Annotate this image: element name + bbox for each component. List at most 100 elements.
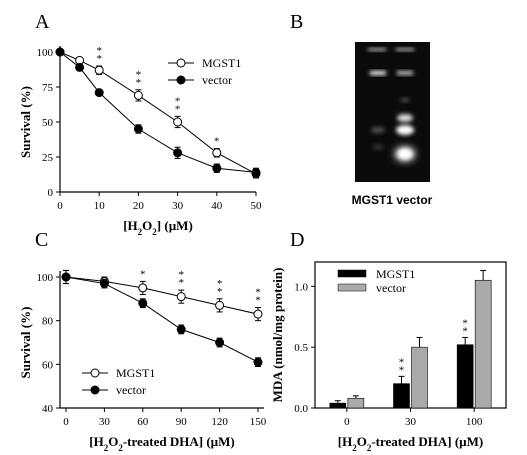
significance-marker: *: [175, 103, 181, 115]
x-tick-label: 120: [211, 416, 228, 428]
data-point: [75, 62, 85, 72]
gel-background: [355, 42, 430, 182]
data-point: [173, 117, 183, 127]
legend-label: MGST1: [202, 56, 241, 70]
y-axis-label: Survival (%): [18, 86, 33, 158]
legend: MGST1 vector: [168, 56, 241, 87]
panel-letter-a: A: [35, 11, 50, 33]
panel-letter-b: B: [290, 11, 303, 33]
x-tick-label: 0: [57, 200, 63, 212]
data-point: [94, 65, 104, 75]
series-mgst1: [61, 269, 263, 322]
y-tick-label: 100: [37, 47, 54, 59]
x-tick-label: 0: [344, 416, 350, 428]
significance-marker: *: [96, 45, 102, 57]
gel-well: [368, 48, 386, 51]
xlabel-part: 2: [104, 443, 109, 453]
data-point: [212, 163, 222, 173]
legend-label: MGST1: [376, 267, 415, 281]
legend-label: vector: [202, 73, 232, 87]
series-vector: [55, 47, 261, 178]
data-point: [138, 298, 148, 308]
xlabel-part: O: [142, 218, 152, 233]
data-point: [253, 357, 263, 367]
xlabel-part: ] (µM): [157, 218, 193, 233]
xlabel-part: [H: [89, 434, 103, 449]
x-tick-label: 0: [63, 416, 69, 428]
gel-caption: MGST1 vector: [352, 193, 433, 207]
significance-marker: *: [255, 287, 261, 299]
y-tick-label: 40: [42, 403, 54, 415]
significance-marker: *: [136, 69, 142, 81]
gel-band: [397, 71, 413, 75]
legend-label: MGST1: [116, 366, 155, 380]
significance-marker: *: [96, 53, 102, 65]
gel-image: MGST1 vector: [352, 42, 433, 207]
x-tick-label: 100: [466, 416, 483, 428]
gel-band: [371, 127, 385, 133]
significance-marker: *: [399, 356, 405, 368]
series-line: [65, 276, 259, 315]
legend-label: vector: [376, 281, 406, 295]
series-line: [59, 51, 257, 173]
x-tick-label: 90: [176, 416, 188, 428]
legend-swatch: [337, 269, 367, 278]
x-axis-label: [H2O2-treated DHA] (µM): [338, 434, 484, 453]
data-point: [173, 148, 183, 158]
xlabel-part: [H: [123, 218, 137, 233]
x-axis-label: [H2O2-treated DHA] (µM): [89, 434, 235, 453]
bar-vector: [347, 397, 365, 409]
data-point: [215, 338, 225, 347]
data-point: [176, 292, 186, 302]
xlabel-part: 2: [352, 443, 357, 453]
x-axis-label: [H2O2] (µM): [123, 218, 193, 237]
y-tick-label: 60: [42, 359, 54, 371]
significance-marker: *: [462, 317, 468, 329]
series-vector: [61, 269, 263, 368]
x-tick-label: 10: [94, 200, 106, 212]
xlabel-part: 2: [152, 227, 157, 237]
significance-marker: *: [136, 77, 142, 89]
y-tick-label: 100: [37, 272, 54, 284]
series-line: [65, 276, 259, 363]
significance-marker: *: [462, 325, 468, 337]
data-point: [99, 279, 109, 289]
gel-band: [397, 114, 413, 122]
gel-band: [400, 98, 410, 102]
y-tick-label: 0: [48, 187, 54, 199]
significance-marker: *: [217, 286, 223, 298]
y-tick-label: 1.0: [294, 281, 308, 293]
legend-marker: [90, 368, 100, 378]
xlabel-part: O: [108, 434, 118, 449]
x-tick-label: 30: [172, 200, 184, 212]
bar-mgst1: [393, 383, 410, 409]
y-axis-label: MDA (nmol/mg protein): [270, 268, 285, 403]
y-tick-label: 80: [42, 316, 54, 328]
xlabel-part: 2: [118, 443, 123, 453]
significance-marker: *: [217, 278, 223, 290]
legend-marker: [176, 75, 186, 85]
data-point: [55, 47, 65, 57]
panel-letter-c: C: [35, 229, 48, 251]
xlabel-part: O: [357, 434, 367, 449]
legend-marker: [90, 385, 100, 395]
x-tick-label: 50: [251, 200, 263, 212]
y-tick-label: 0.0: [294, 403, 308, 415]
x-tick-label: 20: [133, 200, 145, 212]
xlabel-part: 2: [138, 227, 143, 237]
data-point: [176, 324, 186, 334]
significance-marker: *: [140, 268, 146, 280]
data-point: [212, 148, 222, 158]
bar-vector: [411, 346, 428, 409]
gel-band: [398, 149, 412, 159]
legend-swatch: [337, 283, 367, 292]
x-tick-label: 150: [250, 416, 267, 428]
x-tick-label: 30: [99, 416, 111, 428]
x-tick-label: 40: [211, 200, 223, 212]
y-tick-label: 75: [42, 82, 54, 94]
series-mgst1: [55, 47, 261, 179]
gel-well: [396, 48, 414, 51]
